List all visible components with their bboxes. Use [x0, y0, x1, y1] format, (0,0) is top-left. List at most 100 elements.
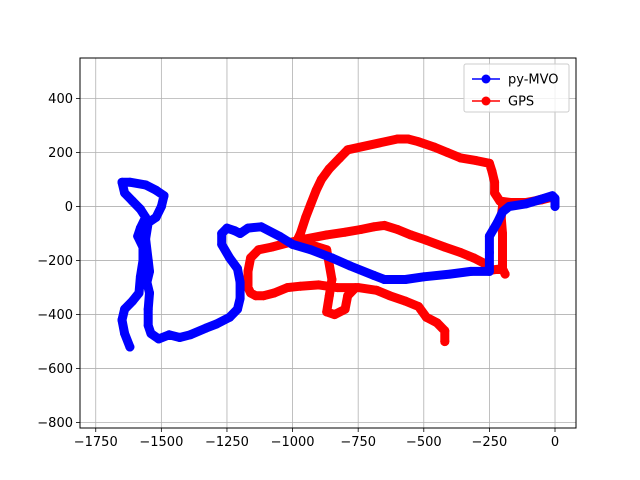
data-point [233, 264, 242, 274]
data-point [175, 333, 185, 342]
legend-label: GPS [508, 95, 534, 110]
data-point [484, 266, 494, 276]
data-point [185, 330, 195, 340]
data-point [217, 239, 227, 249]
data-point [201, 323, 211, 333]
x-tick-label: −500 [406, 435, 442, 450]
data-point [135, 223, 145, 233]
data-point [379, 220, 389, 230]
data-point [340, 227, 350, 237]
data-point [330, 310, 340, 320]
data-point [550, 202, 560, 211]
data-point [146, 329, 156, 338]
y-tick-label: 400 [48, 92, 73, 107]
data-point [442, 148, 452, 157]
data-point [498, 229, 507, 238]
data-point [456, 153, 465, 163]
data-point [138, 256, 148, 266]
data-point [356, 225, 366, 234]
data-point [495, 196, 505, 206]
legend-label: py-MVO [508, 73, 559, 88]
data-point [143, 320, 153, 330]
data-point [267, 242, 277, 252]
data-point [504, 202, 514, 211]
data-point [400, 296, 410, 306]
data-point [456, 248, 465, 257]
data-point [235, 293, 245, 303]
data-point [133, 231, 143, 241]
data-point [151, 212, 161, 222]
data-point [141, 234, 151, 244]
data-point [243, 283, 253, 293]
data-point [385, 291, 395, 301]
data-point [225, 312, 235, 322]
data-point [372, 285, 382, 295]
data-point [445, 269, 455, 279]
data-point [135, 204, 145, 214]
data-point [217, 229, 227, 238]
data-point [345, 261, 355, 271]
data-point [117, 177, 127, 187]
data-point [235, 277, 245, 287]
data-point [432, 318, 442, 328]
data-point [128, 296, 137, 306]
x-tick-label: −250 [472, 435, 508, 450]
data-point [466, 266, 476, 276]
data-point [343, 291, 353, 301]
x-tick-label: −1000 [271, 435, 315, 450]
data-point [484, 158, 494, 168]
y-tick-label: 200 [48, 146, 73, 161]
data-point [225, 253, 235, 263]
series-py-mvo [117, 177, 560, 352]
x-tick-label: −750 [340, 435, 376, 450]
data-point [340, 304, 350, 314]
x-tick-label: −1750 [74, 435, 118, 450]
data-point [492, 218, 502, 228]
data-point [521, 199, 531, 209]
legend-marker [481, 74, 491, 84]
data-point [414, 302, 423, 311]
data-point [282, 283, 292, 293]
y-tick-label: −400 [37, 308, 73, 323]
data-point [306, 199, 316, 209]
data-point [393, 134, 402, 144]
data-point [440, 326, 450, 336]
data-point [498, 207, 507, 217]
data-point [142, 277, 152, 287]
data-point [120, 188, 130, 198]
data-point [269, 288, 279, 298]
data-point [332, 283, 342, 293]
data-point [324, 164, 334, 174]
data-point [259, 291, 269, 301]
data-point [145, 266, 154, 276]
axes-frame [79, 57, 577, 429]
data-point [440, 242, 450, 252]
data-point [143, 304, 153, 314]
data-point [498, 264, 507, 274]
data-point [547, 191, 557, 201]
data-point [322, 230, 332, 240]
data-point [484, 231, 494, 241]
data-point [274, 231, 284, 241]
data-point [469, 253, 479, 263]
data-point [490, 188, 500, 198]
data-point [414, 137, 423, 147]
data-point [295, 281, 305, 291]
data-point [490, 177, 500, 187]
data-point [135, 272, 145, 282]
data-point [138, 242, 148, 252]
series-group [117, 134, 560, 352]
y-tick-label: −200 [37, 254, 73, 269]
data-point [125, 177, 135, 187]
y-tick-label: −800 [37, 416, 73, 431]
data-point [421, 312, 431, 322]
data-point [156, 202, 166, 211]
ticks: −1750 −1500 −1250 −1000 −750 −500 −250 0 −800 −60… [37, 92, 559, 450]
data-point [120, 329, 130, 338]
y-tick-label: −600 [37, 362, 73, 377]
data-point [324, 291, 334, 301]
data-point [128, 196, 137, 206]
data-point [314, 280, 324, 290]
x-tick-label: −1500 [139, 435, 183, 450]
data-point [256, 222, 266, 232]
